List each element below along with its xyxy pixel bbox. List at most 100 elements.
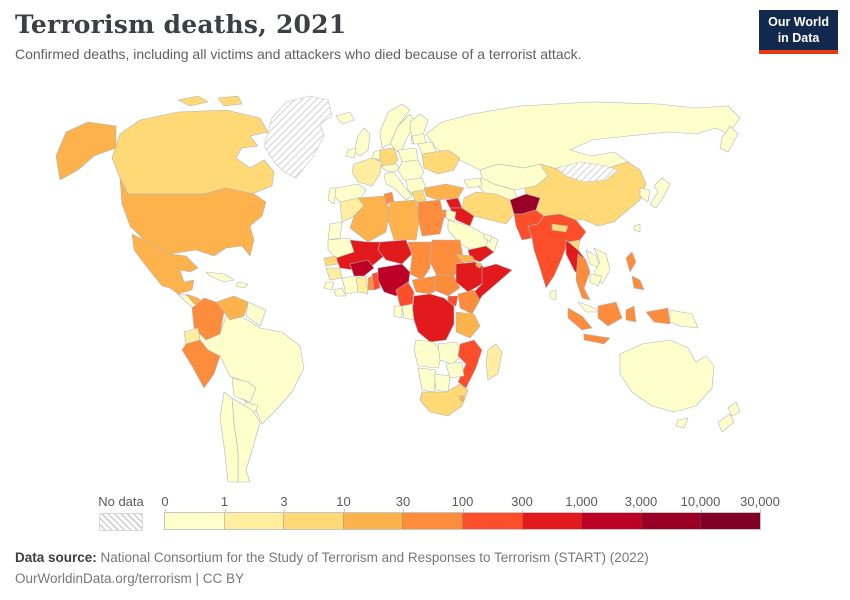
- page-title: Terrorism deaths, 2021: [15, 10, 347, 39]
- country-canada-arctic1[interactable]: [177, 95, 209, 107]
- country-mongolia[interactable]: [555, 161, 619, 183]
- country-western-sahara[interactable]: [327, 221, 343, 241]
- legend-tick-label: 10: [336, 494, 351, 509]
- country-namibia[interactable]: [417, 367, 437, 393]
- license-line[interactable]: OurWorldinData.org/terrorism | CC BY: [15, 570, 245, 586]
- country-korea[interactable]: [639, 187, 651, 203]
- country-eswatini[interactable]: [459, 395, 465, 403]
- country-philippines-south[interactable]: [631, 275, 645, 291]
- country-ukraine[interactable]: [421, 149, 461, 175]
- data-source-label: Data source:: [15, 550, 97, 565]
- country-sri-lanka[interactable]: [549, 289, 557, 301]
- legend-tick-label: 3,000: [624, 494, 658, 509]
- country-zambia[interactable]: [437, 341, 465, 365]
- data-source-line: Data source: National Consortium for the…: [15, 548, 649, 569]
- country-south-africa[interactable]: [419, 383, 469, 417]
- country-indonesia-java[interactable]: [583, 333, 611, 345]
- region-guyanas[interactable]: [245, 301, 267, 327]
- country-liberia[interactable]: [333, 287, 347, 297]
- country-philippines-north[interactable]: [625, 251, 637, 273]
- country-turkey[interactable]: [423, 183, 465, 201]
- country-portugal[interactable]: [327, 187, 337, 205]
- country-ghana[interactable]: [355, 275, 369, 295]
- country-japan[interactable]: [649, 177, 671, 209]
- country-uk[interactable]: [353, 127, 371, 157]
- country-cuba[interactable]: [205, 271, 235, 283]
- country-gabon[interactable]: [393, 305, 403, 319]
- country-cote-divoire[interactable]: [341, 275, 359, 295]
- country-egypt[interactable]: [417, 199, 445, 237]
- country-guinea[interactable]: [325, 267, 343, 281]
- region-baltics[interactable]: [411, 133, 427, 145]
- legend-tick-label: 300: [511, 494, 533, 509]
- country-australia-tasmania[interactable]: [675, 417, 689, 429]
- country-vietnam[interactable]: [593, 247, 611, 285]
- owid-logo[interactable]: Our World in Data: [759, 10, 838, 55]
- legend-color-bar[interactable]: [164, 512, 761, 530]
- country-zimbabwe[interactable]: [445, 361, 465, 379]
- country-new-zealand-north[interactable]: [727, 401, 741, 417]
- country-chad[interactable]: [407, 241, 433, 281]
- country-senegal[interactable]: [323, 255, 339, 267]
- country-somalia[interactable]: [473, 263, 513, 307]
- country-tanzania[interactable]: [455, 311, 481, 339]
- legend-tick-label: 1: [220, 494, 229, 509]
- country-bolivia[interactable]: [231, 377, 257, 403]
- country-taiwan[interactable]: [633, 223, 641, 233]
- country-cameroon[interactable]: [395, 281, 415, 309]
- country-jordan[interactable]: [445, 209, 457, 223]
- legend-tick-label: 30: [395, 494, 411, 509]
- country-cambodia[interactable]: [589, 273, 603, 287]
- legend-tick-label: 0: [161, 494, 169, 509]
- country-greenland[interactable]: [263, 95, 333, 179]
- country-poland[interactable]: [397, 147, 419, 163]
- country-canada[interactable]: [111, 109, 275, 195]
- country-uae[interactable]: [483, 233, 493, 243]
- country-russia[interactable]: [425, 101, 741, 171]
- country-australia[interactable]: [619, 339, 715, 413]
- country-thailand[interactable]: [575, 253, 591, 301]
- country-usa-alaska[interactable]: [55, 121, 117, 181]
- country-indonesia-sulawesi[interactable]: [625, 305, 637, 323]
- country-djibouti[interactable]: [475, 261, 483, 269]
- country-kenya[interactable]: [457, 289, 481, 315]
- chart-header: Terrorism deaths, 2021 Confirmed deaths,…: [15, 10, 745, 62]
- country-indonesia-sumatra[interactable]: [567, 307, 593, 331]
- country-libya[interactable]: [387, 199, 421, 241]
- owid-logo-line1: Our World: [768, 15, 829, 29]
- country-italy[interactable]: [383, 171, 413, 201]
- country-south-sudan[interactable]: [433, 273, 461, 297]
- country-norway[interactable]: [379, 103, 411, 149]
- legend-tick-labels: 0 1 3 10 30 100 300 1,000 3,000 10,000 30,000: [161, 494, 780, 509]
- chart-subtitle: Confirmed deaths, including all victims …: [15, 46, 582, 62]
- country-iceland[interactable]: [335, 111, 355, 125]
- no-data-swatch[interactable]: [99, 513, 143, 531]
- country-mexico[interactable]: [131, 233, 199, 295]
- country-congo[interactable]: [401, 303, 415, 321]
- country-nepal[interactable]: [551, 223, 569, 233]
- country-new-zealand-south[interactable]: [717, 413, 735, 433]
- country-chile[interactable]: [219, 391, 239, 483]
- country-hispaniola[interactable]: [235, 281, 249, 289]
- region-caucasus[interactable]: [463, 177, 483, 189]
- legend-tick-marks: [165, 509, 761, 513]
- country-niger[interactable]: [377, 239, 413, 265]
- country-sierra-leone[interactable]: [323, 281, 335, 291]
- country-russia-fareast[interactable]: [719, 125, 739, 153]
- country-france[interactable]: [351, 157, 383, 187]
- country-indonesia-borneo[interactable]: [597, 301, 623, 327]
- country-angola[interactable]: [413, 339, 443, 369]
- country-drc[interactable]: [411, 293, 455, 343]
- country-canada-arctic2[interactable]: [217, 95, 243, 107]
- country-burkina-faso[interactable]: [349, 259, 375, 277]
- country-peru[interactable]: [181, 339, 221, 389]
- country-papua-new-guinea[interactable]: [669, 309, 699, 329]
- country-madagascar[interactable]: [485, 343, 503, 381]
- country-ireland[interactable]: [345, 147, 357, 159]
- world-choropleth-map: [28, 90, 822, 488]
- country-indonesia-papua[interactable]: [645, 307, 671, 325]
- country-iran[interactable]: [461, 191, 515, 225]
- country-syria[interactable]: [445, 197, 463, 209]
- country-botswana[interactable]: [433, 373, 451, 393]
- country-malaysia[interactable]: [577, 301, 601, 313]
